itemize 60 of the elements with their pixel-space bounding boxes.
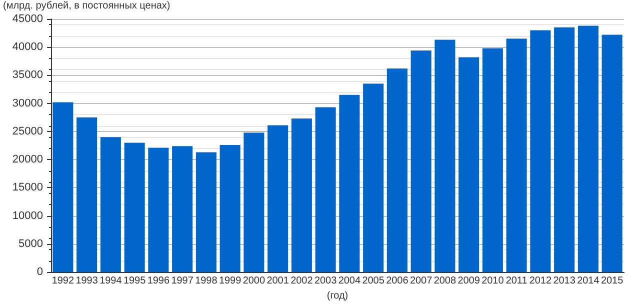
bar (220, 144, 240, 272)
bar (363, 84, 384, 272)
x-tick-label: 2000 (242, 276, 266, 287)
bar (124, 142, 145, 272)
x-tick-label: 1997 (171, 276, 194, 287)
x-tick-label: 2011 (506, 276, 528, 287)
x-tick-label: 2014 (577, 276, 600, 287)
bar (172, 146, 193, 272)
bar (196, 152, 216, 272)
x-axis-title: (год) (326, 290, 348, 302)
bar (339, 94, 360, 272)
y-tick-label: 15000 (12, 182, 43, 194)
x-tick-label: 1995 (123, 276, 146, 287)
x-tick-label: 2009 (458, 276, 480, 287)
y-tick-label: 25000 (12, 125, 43, 138)
x-tick-label: 2010 (482, 276, 504, 287)
y-tick-label: 35000 (12, 69, 43, 82)
x-tick-label: 2012 (529, 276, 552, 287)
x-tick-label: 2015 (600, 276, 624, 287)
x-tick-label: 2008 (434, 276, 456, 287)
x-tick-label: 2004 (338, 276, 361, 287)
y-tick-label: 10000 (12, 210, 43, 222)
bar (482, 48, 503, 272)
bar (410, 50, 432, 272)
bar (458, 57, 480, 272)
y-tick-label: 40000 (12, 41, 43, 54)
x-tick-label: 2003 (314, 276, 338, 287)
bar (291, 118, 312, 272)
y-tick-label: 0 (36, 266, 43, 278)
bar (148, 148, 169, 272)
bar (602, 34, 622, 272)
bar (244, 132, 264, 272)
bar (506, 38, 527, 272)
x-tick-label: 1992 (52, 276, 74, 287)
y-axis-title: (млрд. рублей, в постоянных ценах) (3, 0, 170, 12)
x-tick-label: 1996 (147, 276, 170, 287)
bar (530, 30, 551, 272)
bar (268, 125, 288, 272)
bar (100, 137, 121, 272)
x-tick-label: 2005 (362, 276, 385, 287)
y-tick-label: 20000 (12, 154, 43, 166)
x-tick-label: 1999 (218, 276, 242, 287)
y-tick-label: 30000 (12, 97, 43, 110)
bar (52, 102, 74, 272)
bar (434, 40, 456, 272)
bar (578, 26, 598, 272)
x-tick-label: 1994 (100, 276, 122, 287)
y-tick-label: 45000 (12, 13, 43, 25)
bar (76, 117, 98, 272)
bar (315, 107, 336, 272)
y-tick-label: 5000 (18, 238, 43, 250)
x-tick-label: 2007 (410, 276, 433, 287)
x-tick-label: 2006 (386, 276, 409, 287)
x-tick-label: 1993 (76, 276, 98, 287)
bar (386, 68, 408, 272)
x-tick-label: 2013 (553, 276, 576, 287)
bar (554, 27, 575, 272)
x-tick-label: 1998 (195, 276, 218, 287)
x-tick-label: 2001 (266, 276, 290, 287)
x-tick-label: 2002 (290, 276, 314, 287)
